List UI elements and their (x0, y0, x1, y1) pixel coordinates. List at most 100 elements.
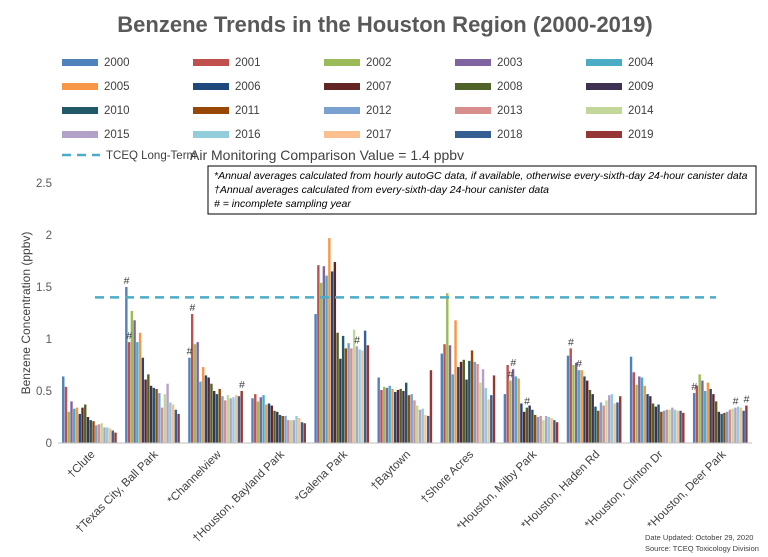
legend-swatch (62, 107, 98, 114)
bar (295, 415, 298, 443)
bar (396, 389, 400, 443)
category-labels: †Clute†Texas City, Ball Park *Channelview… (66, 448, 729, 545)
bar (97, 424, 101, 443)
legend-item-2004: 2004 (586, 57, 654, 69)
bar (254, 394, 257, 443)
legend-label: 2019 (628, 129, 654, 141)
bar (399, 388, 402, 443)
bar (599, 402, 603, 443)
legend-label: 2002 (366, 57, 392, 69)
bar (114, 432, 117, 443)
notes-box-frame (207, 165, 757, 215)
legend-item-2017: 2017 (324, 129, 392, 141)
bar (668, 409, 671, 443)
notes-box: *Annual averages calculated from hourly … (207, 165, 757, 215)
bar (64, 386, 68, 443)
bar (226, 395, 230, 443)
bar-group (440, 293, 496, 443)
bar (259, 397, 262, 443)
bars (62, 238, 748, 443)
bar (717, 411, 721, 443)
bar (465, 379, 468, 443)
bar-group (566, 348, 622, 443)
bar (448, 345, 452, 443)
bar (490, 395, 493, 443)
bar (692, 393, 696, 443)
incomplete-flag: # (524, 396, 530, 408)
bar (402, 391, 405, 443)
bar (429, 370, 433, 443)
bar (284, 415, 287, 443)
bar (602, 405, 605, 443)
bar (586, 380, 589, 443)
bar (703, 391, 707, 443)
bar (544, 415, 548, 443)
bar (73, 408, 76, 443)
bar (443, 344, 446, 443)
bar (457, 367, 460, 443)
legend-item-2002: 2002 (324, 57, 392, 69)
note-autogc: *Annual averages calculated from hourly … (214, 170, 748, 182)
bar (166, 383, 169, 443)
bar (339, 358, 342, 443)
reference-line-label-suffix: Air Monitoring Comparison Value = 1.4 pp… (190, 147, 464, 163)
bar (418, 409, 422, 443)
legend-swatch (586, 107, 622, 114)
bar (287, 420, 290, 443)
bar (492, 375, 496, 443)
bar-group (629, 356, 685, 443)
bar (555, 422, 559, 443)
bar (701, 380, 704, 443)
bar (336, 332, 339, 443)
bar (240, 391, 243, 443)
legend-label: 2012 (366, 105, 392, 117)
bar (734, 407, 737, 443)
bar (388, 385, 391, 443)
bar (361, 350, 364, 443)
note-canister: †Annual averages calculated from every-s… (214, 184, 549, 196)
bar (509, 380, 512, 443)
bar (654, 406, 658, 443)
bar (84, 404, 87, 443)
incomplete-flag: # (733, 396, 739, 408)
bar (328, 238, 331, 443)
incomplete-flag: # (189, 302, 195, 314)
legend-swatch (455, 131, 491, 138)
bar (171, 404, 175, 443)
incomplete-flag: # (744, 394, 750, 406)
bar (594, 406, 597, 443)
bar (363, 330, 367, 443)
bar (416, 405, 419, 443)
bar (728, 409, 732, 443)
bar (616, 402, 619, 443)
legend-label: 2013 (497, 105, 523, 117)
legend-label: 2008 (497, 81, 523, 93)
category-label: †Baytown (369, 449, 413, 493)
reference-line-legend: TCEQ Long-Term Air Monitoring Comparison… (62, 147, 464, 163)
bar (103, 427, 106, 443)
legend-label: 2005 (104, 81, 130, 93)
bar (676, 410, 680, 443)
bar (75, 407, 79, 443)
bar (597, 410, 600, 443)
legend-label: 2016 (235, 129, 261, 141)
bar (100, 423, 103, 443)
bar (459, 361, 463, 443)
legend-label: 2018 (497, 129, 523, 141)
date-updated: Date Updated: October 29, 2020 (645, 533, 753, 542)
bar (745, 405, 748, 443)
bar (394, 392, 397, 443)
bar (276, 411, 279, 443)
incomplete-flag: # (187, 346, 193, 358)
bar (273, 410, 276, 443)
bar (454, 320, 457, 443)
legend-item-2010: 2010 (62, 105, 130, 117)
bar (720, 413, 723, 443)
bar (136, 342, 139, 443)
bar (424, 414, 427, 443)
bar (580, 370, 583, 443)
legend-item-2000: 2000 (62, 57, 130, 69)
bar (440, 353, 443, 443)
incomplete-flag: # (510, 357, 516, 369)
